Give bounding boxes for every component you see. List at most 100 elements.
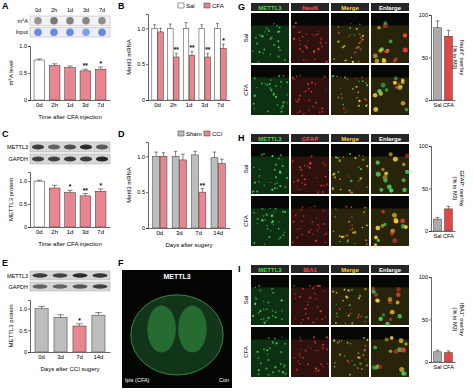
cell xyxy=(362,35,364,37)
cell xyxy=(286,177,288,179)
significance: ** xyxy=(83,187,89,194)
cell xyxy=(381,168,384,171)
cell xyxy=(319,227,320,228)
cell xyxy=(343,156,344,157)
error-stem xyxy=(100,67,101,69)
cell xyxy=(296,237,298,239)
legend-label: Sham xyxy=(186,131,202,137)
x-axis: SalCFA xyxy=(432,101,456,108)
cell xyxy=(319,112,321,114)
cell xyxy=(269,347,271,349)
cell xyxy=(338,32,340,34)
bar xyxy=(445,209,453,231)
cell xyxy=(275,176,277,178)
blot-row-label: Input xyxy=(16,29,29,35)
cell xyxy=(358,155,360,157)
x-tick: 3d xyxy=(57,354,64,360)
blot-dot xyxy=(98,17,106,25)
blot-band xyxy=(96,157,108,162)
channel-header: METTL3 xyxy=(258,267,282,273)
y-tick-label: 0 xyxy=(24,224,27,230)
cell xyxy=(282,165,284,167)
x-tick: CFA xyxy=(443,233,454,239)
cell xyxy=(396,301,400,305)
y-tick: 0 xyxy=(425,359,431,365)
micrograph-tint xyxy=(331,26,369,64)
cell xyxy=(307,317,309,319)
micrograph xyxy=(291,144,329,194)
blot-strip xyxy=(30,28,110,38)
cell xyxy=(254,108,256,110)
cell xyxy=(361,76,363,78)
cell xyxy=(314,341,316,343)
micrograph xyxy=(331,65,369,115)
cell xyxy=(360,168,362,170)
significance: * xyxy=(99,182,102,189)
cell xyxy=(299,110,301,112)
cell xyxy=(372,290,376,294)
cell xyxy=(321,318,323,320)
channel-header: Enlarge xyxy=(379,5,402,11)
x-tick: 1d xyxy=(67,102,74,108)
cell xyxy=(267,228,269,230)
blot-band xyxy=(72,273,87,277)
cell xyxy=(304,178,306,180)
cell xyxy=(317,33,319,35)
cell xyxy=(351,322,353,324)
cell xyxy=(262,53,263,54)
cell xyxy=(295,186,297,188)
blot-band xyxy=(32,284,47,288)
cell xyxy=(378,365,382,369)
cell xyxy=(268,30,270,32)
y-tick-mark xyxy=(28,352,30,353)
error-cap xyxy=(37,58,42,59)
cell xyxy=(357,315,359,317)
cell xyxy=(317,224,319,226)
error-stem xyxy=(223,44,224,48)
x-axis-title: Time after CFA injection xyxy=(38,114,101,120)
cell xyxy=(259,310,261,312)
cell xyxy=(332,174,334,176)
grey-matter-left xyxy=(147,305,176,352)
error-bar xyxy=(95,313,102,316)
cell xyxy=(333,231,334,232)
cell xyxy=(344,60,346,62)
y-tick: 1.0 xyxy=(137,154,148,160)
error-bar xyxy=(98,189,103,191)
cell xyxy=(385,322,389,326)
error-bar xyxy=(191,51,194,55)
cell xyxy=(344,76,346,78)
cell xyxy=(278,31,280,33)
cell xyxy=(312,322,314,324)
cell xyxy=(322,344,324,346)
cell xyxy=(273,23,274,24)
error-cap xyxy=(447,30,451,31)
y-tick-mark xyxy=(146,192,148,193)
error-stem xyxy=(170,24,171,28)
cell xyxy=(273,44,275,46)
cell xyxy=(381,83,386,88)
cell xyxy=(349,153,351,155)
blot-strip xyxy=(30,16,110,26)
x-tick: CFA xyxy=(443,364,454,370)
cell xyxy=(383,223,386,226)
cell xyxy=(402,188,406,192)
micrograph-tint xyxy=(331,78,369,116)
cell xyxy=(257,357,259,359)
error-bar xyxy=(83,194,88,196)
cell xyxy=(348,315,350,317)
error-stem xyxy=(70,190,71,192)
blot-dot xyxy=(34,28,42,36)
micrograph xyxy=(291,65,329,115)
cell xyxy=(303,113,305,115)
micrograph-tint xyxy=(371,209,409,247)
cell xyxy=(401,101,405,105)
error-cap xyxy=(220,159,223,160)
bar xyxy=(192,155,199,228)
cell xyxy=(253,95,255,97)
cell xyxy=(281,299,283,301)
cell xyxy=(313,50,315,52)
x-axis: SalCFA xyxy=(432,363,456,370)
bar xyxy=(221,48,227,100)
cell xyxy=(271,189,273,191)
